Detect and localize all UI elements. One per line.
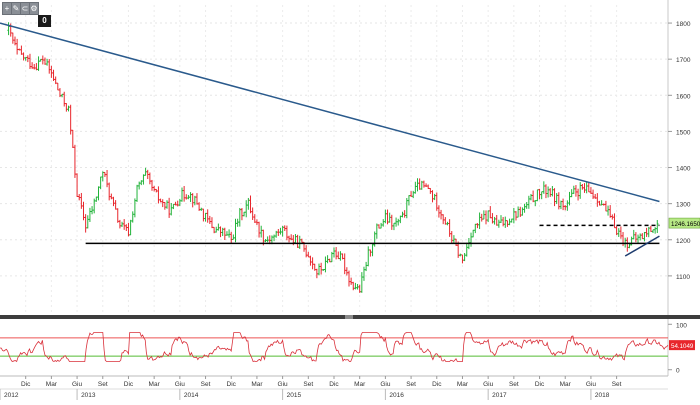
last-price-label: 1246.1650 bbox=[671, 221, 700, 228]
year-label: 2017 bbox=[492, 392, 507, 399]
price-tick-label: 1200 bbox=[676, 238, 691, 245]
last-price-badge bbox=[668, 217, 700, 229]
month-label: Mar bbox=[457, 381, 469, 388]
month-label: Set bbox=[509, 381, 519, 388]
grid-lines bbox=[0, 5, 668, 312]
month-label: Set bbox=[612, 381, 622, 388]
zero-badge[interactable]: 0 bbox=[38, 15, 51, 27]
rsi-value-label: 54.1049 bbox=[671, 343, 694, 350]
month-label: Dic bbox=[535, 381, 545, 388]
month-label: Giu bbox=[175, 381, 186, 388]
rsi-tick-label: 0 bbox=[676, 368, 680, 375]
year-label: 2016 bbox=[389, 392, 404, 399]
time-axis bbox=[0, 376, 700, 400]
trendline-rising-support bbox=[624, 235, 660, 257]
year-label: 2018 bbox=[595, 392, 610, 399]
month-label: Giu bbox=[278, 381, 289, 388]
panel-resize-handle[interactable] bbox=[345, 315, 353, 319]
year-label: 2013 bbox=[81, 392, 96, 399]
month-label: Dic bbox=[124, 381, 134, 388]
month-label: Mar bbox=[149, 381, 161, 388]
rsi-value-badge bbox=[669, 340, 695, 351]
month-label: Mar bbox=[251, 381, 263, 388]
month-label: Giu bbox=[72, 381, 83, 388]
month-label: Dic bbox=[21, 381, 31, 388]
price-tick-label: 1300 bbox=[676, 202, 691, 209]
gear-icon[interactable]: ⚙ bbox=[29, 2, 39, 15]
month-label: Dic bbox=[432, 381, 442, 388]
trendline-descending-resistance bbox=[0, 22, 660, 203]
month-label: Dic bbox=[329, 381, 339, 388]
price-tick-label: 1100 bbox=[676, 274, 690, 281]
month-label: Set bbox=[98, 381, 108, 388]
month-label: Giu bbox=[483, 381, 494, 388]
month-label: Mar bbox=[560, 381, 572, 388]
price-tick-label: 1600 bbox=[676, 93, 691, 100]
month-label: Mar bbox=[46, 381, 58, 388]
month-label: Giu bbox=[586, 381, 597, 388]
month-label: Set bbox=[201, 381, 211, 388]
rsi-tick-label: 100 bbox=[676, 322, 687, 329]
year-label: 2014 bbox=[184, 392, 199, 399]
year-label: 2012 bbox=[4, 392, 19, 399]
price-tick-label: 1500 bbox=[676, 129, 691, 136]
rsi-line bbox=[0, 332, 669, 363]
month-label: Mar bbox=[354, 381, 366, 388]
month-label: Set bbox=[303, 381, 313, 388]
price-tick-label: 1700 bbox=[676, 57, 691, 64]
year-label: 2015 bbox=[287, 392, 302, 399]
price-tick-label: 1400 bbox=[676, 166, 691, 173]
price-bars bbox=[7, 22, 659, 293]
month-label: Set bbox=[406, 381, 416, 388]
price-tick-label: 1800 bbox=[676, 21, 691, 28]
month-label: Giu bbox=[380, 381, 391, 388]
month-label: Dic bbox=[227, 381, 237, 388]
